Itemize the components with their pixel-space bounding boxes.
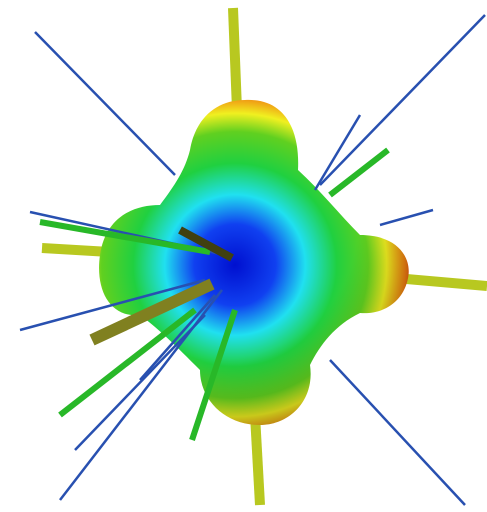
olive-rods <box>89 226 234 346</box>
green-rods <box>39 147 390 441</box>
axis-rods <box>41 7 487 506</box>
back-lines <box>34 14 486 506</box>
